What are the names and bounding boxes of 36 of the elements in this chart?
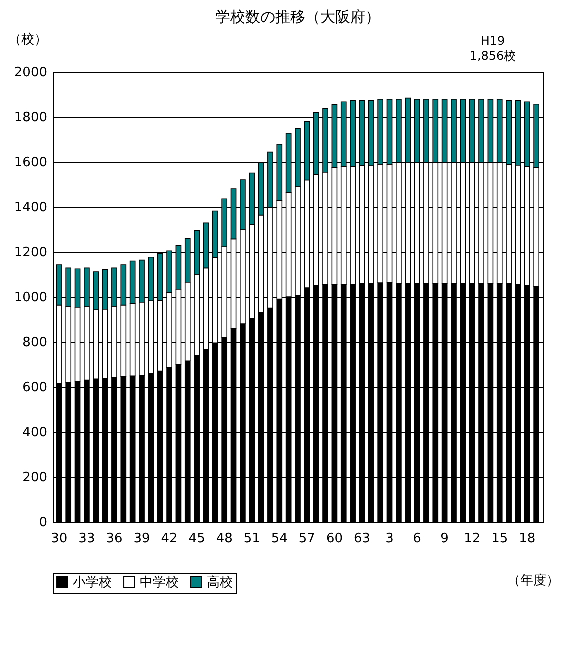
y-tick-label: 200: [22, 470, 48, 486]
legend-label: 高校: [207, 574, 233, 591]
x-tick-label: 9: [440, 532, 449, 546]
legend-label: 小学校: [73, 576, 112, 591]
x-tick-label: 15: [492, 532, 508, 546]
y-tick-label: 1200: [14, 246, 48, 260]
y-tick-label: 800: [22, 336, 48, 350]
x-tick-label: 39: [134, 532, 150, 546]
y-tick-label: 1600: [14, 156, 48, 170]
x-tick-label: 36: [106, 532, 123, 546]
y-tick-label: 1800: [14, 110, 48, 126]
legend-label: 中学校: [140, 576, 179, 591]
y-tick-label: 0: [39, 516, 48, 530]
x-axis-title: （年度）: [508, 572, 560, 588]
x-tick-label: 48: [216, 532, 233, 546]
x-tick-label: 63: [354, 532, 371, 546]
x-tick-label: 6: [413, 532, 422, 546]
y-tick-label: 2000: [14, 66, 48, 80]
x-tick-label: 3: [386, 532, 394, 546]
x-tick-label: 45: [188, 532, 206, 546]
y-axis-title: （校）: [8, 32, 48, 48]
y-tick-label: 600: [22, 380, 48, 396]
x-tick-label: 57: [298, 532, 316, 546]
x-tick-label: 12: [464, 532, 481, 546]
y-tick-label: 400: [22, 426, 48, 440]
y-tick-label: 1400: [14, 200, 48, 216]
x-tick-label: 42: [161, 532, 178, 546]
text: H19 1,856校: [470, 34, 516, 63]
x-tick-label: 54: [271, 532, 288, 546]
x-tick-label: 33: [78, 532, 96, 546]
x-tick-label: 18: [519, 532, 536, 546]
x-tick-label: 60: [326, 532, 343, 546]
x-tick-label: 30: [51, 532, 68, 546]
y-tick-label: 1000: [14, 290, 48, 306]
x-tick-label: 51: [244, 532, 260, 546]
chart-title: 学校数の推移（大阪府）: [216, 8, 380, 26]
